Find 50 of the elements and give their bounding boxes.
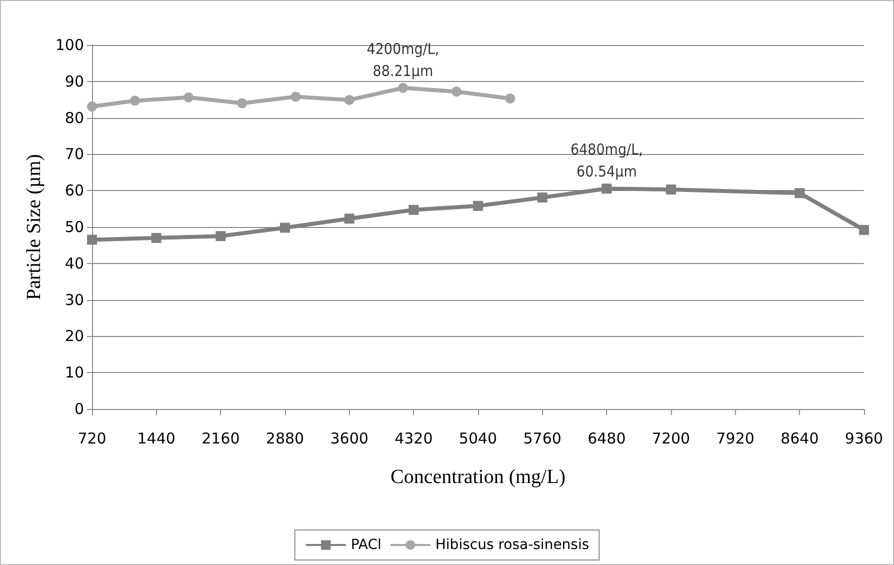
point — [130, 96, 140, 106]
y-axis-title: Particle Size (µm) — [23, 154, 45, 300]
y-tick-label: 40 — [64, 254, 84, 272]
x-tick-label: 6480 — [588, 430, 626, 448]
point — [602, 184, 612, 194]
annotation: 6480mg/L, 60.54µm — [570, 140, 643, 181]
point — [290, 92, 301, 102]
point — [408, 204, 419, 215]
point — [505, 94, 516, 104]
point — [537, 192, 548, 203]
y-tick-label: 0 — [74, 400, 84, 418]
y-tick-label: 100 — [55, 36, 84, 54]
x-tick-label: 9360 — [844, 430, 884, 448]
x-tick-label: 7920 — [716, 430, 754, 448]
point — [344, 94, 354, 105]
x-tick-label: 5760 — [523, 430, 562, 448]
x-tick-label: 2160 — [202, 430, 240, 448]
y-tick-label: 50 — [64, 218, 84, 236]
point — [344, 214, 354, 224]
point — [87, 234, 97, 245]
x-tick-label: 7200 — [652, 430, 690, 448]
point — [794, 188, 805, 198]
x-tick-label: 720 — [78, 430, 106, 448]
point — [216, 231, 226, 242]
x-tick-label: 8640 — [780, 430, 819, 448]
y-tick-label: 20 — [64, 327, 84, 346]
point — [280, 222, 290, 233]
point — [184, 92, 194, 102]
legend-label: PACl — [350, 537, 382, 553]
point — [151, 232, 162, 243]
y-tick-label: 90 — [64, 72, 84, 90]
y-tick-label: 10 — [64, 364, 84, 382]
x-tick-label: 1440 — [137, 430, 176, 448]
point — [237, 98, 248, 108]
point — [859, 224, 869, 235]
y-tick-label: 80 — [64, 108, 84, 127]
legend-label: Hibiscus rosa-sinensis — [435, 537, 590, 553]
point — [473, 200, 483, 211]
point — [398, 82, 408, 93]
point — [87, 102, 97, 112]
x-axis-title: Concentration (mg/L) — [390, 466, 566, 488]
y-tick-label: 60 — [64, 182, 84, 200]
x-tick-label: 5040 — [458, 430, 498, 448]
point — [452, 86, 462, 97]
y-tick-label: 70 — [64, 145, 84, 164]
y-tick-label: 30 — [64, 290, 84, 309]
x-tick-label: 3600 — [330, 430, 368, 448]
x-tick-label: 4320 — [394, 430, 433, 448]
x-tick-label: 2880 — [266, 430, 304, 448]
point — [666, 184, 676, 195]
